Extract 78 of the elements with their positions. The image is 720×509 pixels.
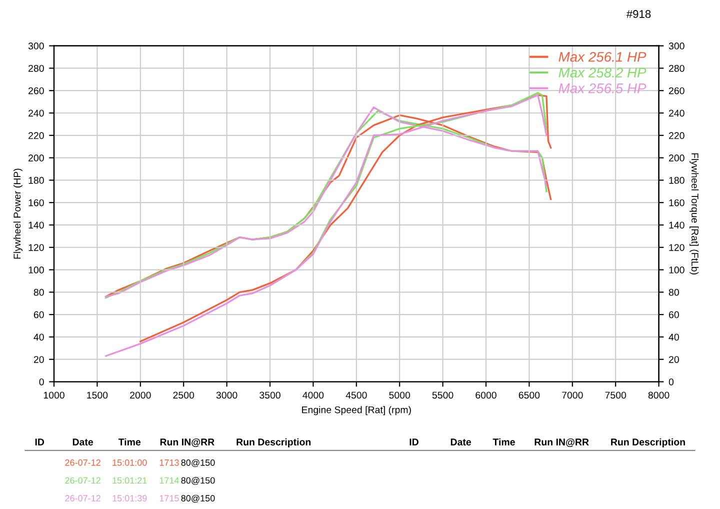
x-tick-label: 7500 xyxy=(605,392,626,399)
text: 80@150 xyxy=(181,494,215,503)
y2-tick-label: 200 xyxy=(669,154,684,162)
text: Run Description xyxy=(236,438,311,448)
text: Date xyxy=(72,438,94,446)
x-tick-label: 1000 xyxy=(44,392,64,399)
text: 15:01:39 xyxy=(112,495,147,502)
y-tick-label: 160 xyxy=(28,199,44,206)
y2-tick-label: 220 xyxy=(669,132,684,140)
y-axis-title: Flywheel Power (HP) xyxy=(13,168,23,259)
text: ID xyxy=(35,438,44,446)
text: 1713 xyxy=(160,459,179,466)
y2-tick-label: 120 xyxy=(669,244,684,251)
y2-tick-label: 300 xyxy=(668,42,684,50)
y2-tick-label: 160 xyxy=(669,199,684,206)
text: 26-07-12 xyxy=(65,495,100,502)
legend-label: Max 256.5 HP xyxy=(558,83,646,94)
text: IN@RR xyxy=(182,438,214,447)
y-tick-label: 60 xyxy=(34,311,44,318)
y-tick-label: 0 xyxy=(39,378,44,386)
text: IN@RR xyxy=(556,438,589,447)
y2-tick-label: 280 xyxy=(669,64,684,72)
legend-label: Max 256.1 HP xyxy=(558,52,646,62)
text: Run Description xyxy=(611,438,685,448)
text: 15:01:00 xyxy=(112,459,147,466)
y2-tick-label: 0 xyxy=(668,378,674,386)
x-tick-label: 2500 xyxy=(173,392,194,399)
y2-tick-label: 60 xyxy=(669,311,679,318)
y-tick-label: 40 xyxy=(34,334,44,341)
text: Time xyxy=(118,438,141,446)
x-tick-label: 3500 xyxy=(260,392,280,399)
y-tick-label: 140 xyxy=(28,222,44,229)
text: 1715 xyxy=(160,495,179,502)
y2-tick-label: 100 xyxy=(669,266,684,274)
text: ID xyxy=(410,438,418,446)
text: 80@150 xyxy=(181,477,215,485)
y-tick-label: 280 xyxy=(28,64,44,72)
text: Run xyxy=(534,438,552,446)
x-tick-label: 4500 xyxy=(346,392,367,399)
x-tick-label: 4000 xyxy=(302,392,324,399)
x-tick-label: 6500 xyxy=(518,392,540,399)
y-tick-label: 20 xyxy=(34,356,44,363)
y-tick-label: 260 xyxy=(28,87,44,94)
text: Time xyxy=(492,438,515,446)
y2-tick-label: 180 xyxy=(669,176,684,184)
x-axis-title: Engine Speed [Rat] (rpm) xyxy=(302,406,411,416)
y2-tick-label: 140 xyxy=(669,222,684,229)
x-tick-label: 5500 xyxy=(432,392,454,399)
y2-tick-label: 260 xyxy=(669,87,684,94)
y2-axis-title: Flywheel Torque [Rat] (FtLb) xyxy=(690,153,699,274)
x-tick-label: 7000 xyxy=(562,392,583,399)
text: 26-07-12 xyxy=(65,477,100,484)
text: 15:01:21 xyxy=(112,477,147,484)
legend-label: Max 258.2 HP xyxy=(558,68,646,78)
x-tick-label: 5000 xyxy=(389,392,410,399)
x-tick-label: 1500 xyxy=(87,392,108,399)
y-tick-label: 300 xyxy=(28,42,44,50)
text: Run xyxy=(160,438,178,446)
y-tick-label: 220 xyxy=(28,132,44,140)
x-tick-label: 8000 xyxy=(648,392,670,399)
y-tick-label: 240 xyxy=(28,110,44,117)
x-tick-label: 2000 xyxy=(130,392,151,399)
text: 26-07-12 xyxy=(65,459,100,466)
y-tick-label: 200 xyxy=(28,154,44,162)
y2-tick-label: 20 xyxy=(669,356,679,363)
y-tick-label: 80 xyxy=(34,288,44,296)
y-tick-label: 100 xyxy=(28,266,44,274)
text: 1714 xyxy=(160,477,179,484)
text: Date xyxy=(450,438,472,446)
y2-tick-label: 40 xyxy=(668,334,679,341)
y-tick-label: 180 xyxy=(28,176,44,184)
text: #918 xyxy=(626,10,651,18)
y-tick-label: 120 xyxy=(28,244,44,251)
y2-tick-label: 240 xyxy=(669,110,684,117)
x-tick-label: 3000 xyxy=(216,392,238,399)
y2-tick-label: 80 xyxy=(668,288,679,296)
x-tick-label: 6000 xyxy=(476,392,496,399)
text: 80@150 xyxy=(181,459,215,467)
